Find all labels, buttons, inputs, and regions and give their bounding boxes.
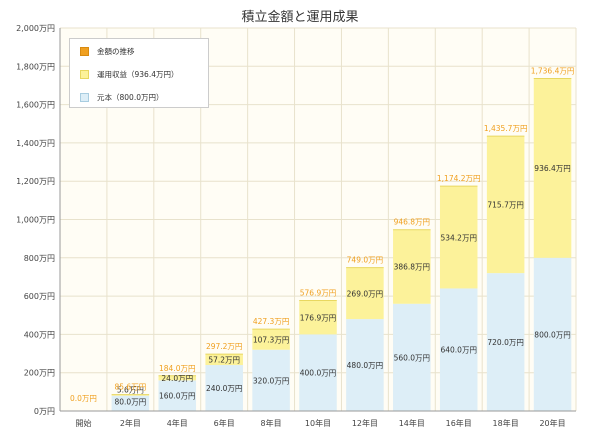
bar-principal: [111, 395, 150, 411]
legend-swatch-total: [80, 46, 89, 56]
bar-label-total: 297.2万円: [206, 342, 242, 351]
legend-item-total[interactable]: 金額の推移: [80, 45, 135, 57]
bar-label-total: 184.0万円: [159, 364, 195, 373]
bar-principal: [393, 303, 431, 411]
y-tick-label: 1,200万円: [16, 177, 55, 186]
legend-swatch-principal: [80, 92, 89, 102]
bar-label-gain: 176.9万円: [300, 313, 336, 322]
legend-item-gain[interactable]: 運用収益（936.4万円）: [80, 68, 178, 80]
bar-principal: [158, 380, 197, 411]
y-tick-label: 1,600万円: [16, 101, 55, 110]
bar-label-principal: 720.0万円: [487, 338, 523, 347]
y-tick-label: 400万円: [24, 330, 55, 339]
x-tick-label: 6年目: [214, 418, 235, 428]
legend-label-gain: 運用収益（936.4万円）: [97, 69, 179, 79]
y-tick-label: 800万円: [24, 254, 55, 263]
x-tick-label: 18年目: [493, 418, 519, 428]
bar-label-gain: 107.3万円: [253, 335, 289, 344]
x-tick-label: 2年目: [120, 418, 141, 428]
legend-item-principal[interactable]: 元本（800.0万円）: [80, 91, 163, 103]
bar-label-gain: 534.2万円: [440, 233, 476, 242]
bar-label-principal: 240.0万円: [206, 384, 242, 393]
bar-gain: [205, 354, 243, 366]
y-tick-label: 600万円: [24, 292, 55, 301]
bar-label-principal: 480.0万円: [347, 361, 383, 370]
bar-gain: [252, 329, 290, 350]
bar-label-total: 85.6万円: [115, 383, 147, 392]
bar-label-gain: 57.2万円: [208, 356, 240, 365]
bar-principal: [252, 349, 290, 411]
bar-principal: [533, 257, 572, 411]
bar-label-total: 749.0万円: [347, 256, 383, 265]
bar-label-gain: 269.0万円: [347, 289, 383, 298]
bar-label-principal: 320.0万円: [253, 376, 289, 385]
bar-label-gain: 715.7万円: [487, 201, 523, 210]
bar-label-total: 576.9万円: [300, 289, 336, 298]
bar-label-principal: 80.0万円: [115, 398, 147, 407]
bar-gain: [439, 186, 478, 289]
legend: 金額の推移 運用収益（936.4万円） 元本（800.0万円）: [69, 38, 209, 108]
bar-gain: [111, 394, 150, 396]
y-tick-label: 0万円: [34, 407, 55, 416]
bar-gain: [486, 136, 525, 274]
bar-gain: [158, 375, 197, 381]
bar-label-principal: 400.0万円: [300, 369, 336, 378]
bar-label-gain: 386.8万円: [394, 263, 430, 272]
y-tick-label: 2,000万円: [16, 24, 55, 33]
bar-gain: [393, 229, 431, 304]
x-tick-label: 14年目: [399, 418, 425, 428]
bar-label-total: 427.3万円: [253, 317, 289, 326]
bar-label-total: 1,736.4万円: [531, 66, 575, 75]
legend-label-principal: 元本（800.0万円）: [97, 92, 164, 102]
x-tick-label: 開始: [75, 418, 91, 428]
x-tick-label: 20年目: [539, 418, 565, 428]
bar-principal: [205, 365, 243, 411]
x-tick-label: 8年目: [261, 418, 282, 428]
legend-swatch-gain: [80, 69, 89, 79]
bar-label-principal: 640.0万円: [440, 346, 476, 355]
bar-label-principal: 160.0万円: [159, 392, 195, 401]
legend-label-total: 金額の推移: [97, 46, 135, 56]
bar-principal: [299, 334, 337, 411]
bar-label-total: 1,435.7万円: [484, 124, 528, 133]
x-tick-label: 4年目: [167, 418, 188, 428]
bar-label-total: 1,174.2万円: [437, 174, 481, 183]
bar-principal: [439, 288, 478, 411]
bar-gain: [533, 78, 572, 258]
bar-label-total: 0.0万円: [70, 394, 97, 403]
bar-gain: [346, 267, 384, 320]
y-tick-label: 1,400万円: [16, 139, 55, 148]
bar-label-gain: 24.0万円: [161, 374, 193, 383]
x-tick-label: 10年目: [305, 418, 331, 428]
bar-label-principal: 560.0万円: [394, 353, 430, 362]
bar-principal: [346, 319, 384, 411]
bar-label-gain: 936.4万円: [534, 164, 570, 173]
bar-principal: [486, 273, 525, 411]
chart-title: 積立金額と運用成果: [241, 10, 359, 25]
bar-label-total: 946.8万円: [394, 218, 430, 227]
bar-gain: [299, 300, 337, 335]
y-tick-label: 1,000万円: [16, 216, 55, 225]
x-tick-label: 16年目: [446, 418, 472, 428]
bar-label-principal: 800.0万円: [534, 330, 570, 339]
bar-label-gain: 5.6万円: [117, 386, 144, 395]
x-tick-label: 12年目: [352, 418, 378, 428]
y-tick-label: 1,800万円: [16, 62, 55, 71]
y-tick-label: 200万円: [24, 369, 55, 378]
